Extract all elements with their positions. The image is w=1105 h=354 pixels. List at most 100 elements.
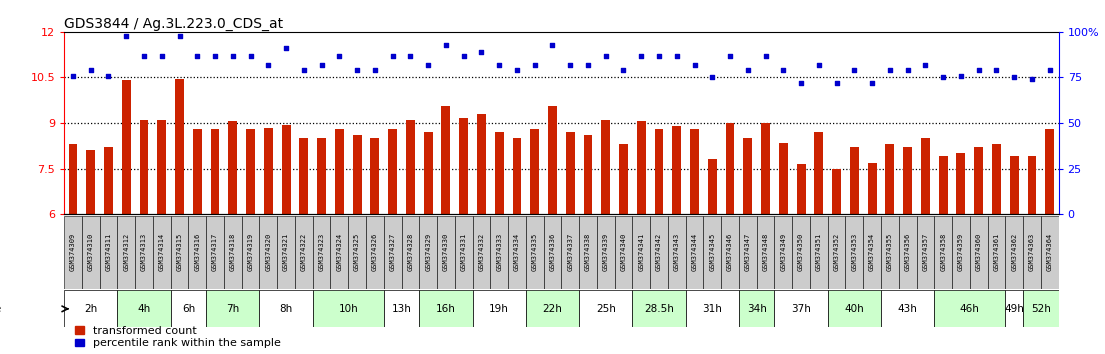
Bar bbox=[135, 216, 152, 289]
Point bbox=[99, 73, 117, 79]
Text: GSM374360: GSM374360 bbox=[976, 233, 981, 272]
Point bbox=[473, 49, 491, 55]
Bar bbox=[739, 216, 757, 289]
Bar bbox=[313, 216, 330, 289]
Bar bbox=[175, 79, 183, 214]
Bar bbox=[810, 216, 828, 289]
Bar bbox=[832, 169, 841, 214]
Point bbox=[189, 53, 207, 58]
Bar bbox=[477, 114, 486, 214]
Text: GSM374356: GSM374356 bbox=[905, 233, 911, 272]
Point bbox=[845, 67, 863, 73]
Text: GSM374337: GSM374337 bbox=[567, 233, 573, 272]
Bar bbox=[881, 216, 898, 289]
Bar bbox=[260, 216, 277, 289]
Text: GSM374314: GSM374314 bbox=[159, 233, 165, 272]
Point bbox=[935, 75, 953, 80]
Text: GSM374359: GSM374359 bbox=[958, 233, 964, 272]
Text: 22h: 22h bbox=[543, 304, 562, 314]
Bar bbox=[544, 216, 561, 289]
Bar bbox=[229, 121, 238, 214]
Bar bbox=[513, 138, 522, 214]
Text: 25h: 25h bbox=[596, 304, 615, 314]
Bar bbox=[597, 216, 614, 289]
Bar bbox=[530, 129, 539, 214]
Legend: transformed count, percentile rank within the sample: transformed count, percentile rank withi… bbox=[75, 326, 281, 348]
Bar bbox=[193, 129, 202, 214]
Bar bbox=[282, 125, 291, 214]
Bar bbox=[383, 216, 401, 289]
Text: 2h: 2h bbox=[84, 304, 97, 314]
Text: GDS3844 / Ag.3L.223.0_CDS_at: GDS3844 / Ag.3L.223.0_CDS_at bbox=[64, 17, 283, 31]
Point bbox=[1006, 75, 1023, 80]
Text: GSM374346: GSM374346 bbox=[727, 233, 733, 272]
Bar bbox=[845, 216, 863, 289]
Bar bbox=[903, 147, 912, 214]
Point bbox=[970, 67, 988, 73]
Bar bbox=[335, 129, 344, 214]
Bar bbox=[685, 290, 739, 327]
Text: 46h: 46h bbox=[960, 304, 980, 314]
Text: GSM374339: GSM374339 bbox=[602, 233, 609, 272]
Point bbox=[348, 67, 366, 73]
Bar bbox=[761, 123, 770, 214]
Bar bbox=[632, 216, 650, 289]
Bar bbox=[157, 120, 166, 214]
Point bbox=[224, 53, 242, 58]
Bar bbox=[650, 216, 667, 289]
Text: GSM374363: GSM374363 bbox=[1029, 233, 1035, 272]
Bar bbox=[242, 216, 260, 289]
Point bbox=[207, 53, 224, 58]
Bar bbox=[775, 216, 792, 289]
Bar bbox=[867, 162, 876, 214]
Point bbox=[916, 62, 934, 68]
Point bbox=[135, 53, 152, 58]
Bar bbox=[775, 290, 828, 327]
Text: 7h: 7h bbox=[227, 304, 240, 314]
Bar bbox=[370, 138, 379, 214]
Point bbox=[863, 80, 881, 86]
Bar bbox=[330, 216, 348, 289]
Bar bbox=[672, 126, 681, 214]
Bar bbox=[814, 132, 823, 214]
Bar bbox=[934, 290, 1006, 327]
Point bbox=[561, 62, 579, 68]
Bar bbox=[401, 216, 419, 289]
Point bbox=[491, 62, 508, 68]
Bar bbox=[667, 216, 685, 289]
Text: 6h: 6h bbox=[182, 304, 194, 314]
Point bbox=[260, 62, 277, 68]
Bar bbox=[863, 216, 881, 289]
Bar bbox=[685, 216, 704, 289]
Text: GSM374315: GSM374315 bbox=[177, 233, 182, 272]
Bar bbox=[207, 216, 224, 289]
Bar bbox=[406, 120, 414, 214]
Text: GSM374324: GSM374324 bbox=[336, 233, 343, 272]
Bar bbox=[992, 144, 1001, 214]
Bar bbox=[526, 216, 544, 289]
Text: GSM374350: GSM374350 bbox=[798, 233, 804, 272]
Text: 34h: 34h bbox=[747, 304, 767, 314]
Text: 10h: 10h bbox=[338, 304, 358, 314]
Point bbox=[242, 53, 260, 58]
Bar bbox=[188, 216, 207, 289]
Bar bbox=[828, 290, 881, 327]
Text: GSM374309: GSM374309 bbox=[70, 233, 76, 272]
Text: GSM374327: GSM374327 bbox=[390, 233, 396, 272]
Bar bbox=[691, 129, 699, 214]
Bar bbox=[957, 153, 966, 214]
Bar bbox=[619, 144, 628, 214]
Text: GSM374328: GSM374328 bbox=[408, 233, 413, 272]
Text: GSM374332: GSM374332 bbox=[478, 233, 484, 272]
Point bbox=[632, 53, 650, 58]
Text: GSM374318: GSM374318 bbox=[230, 233, 235, 272]
Bar bbox=[152, 216, 170, 289]
Bar bbox=[117, 290, 170, 327]
Text: GSM374319: GSM374319 bbox=[248, 233, 253, 272]
Bar bbox=[473, 290, 526, 327]
Bar bbox=[207, 290, 260, 327]
Bar bbox=[939, 156, 948, 214]
Point bbox=[526, 62, 544, 68]
Text: GSM374364: GSM374364 bbox=[1046, 233, 1053, 272]
Bar bbox=[561, 216, 579, 289]
